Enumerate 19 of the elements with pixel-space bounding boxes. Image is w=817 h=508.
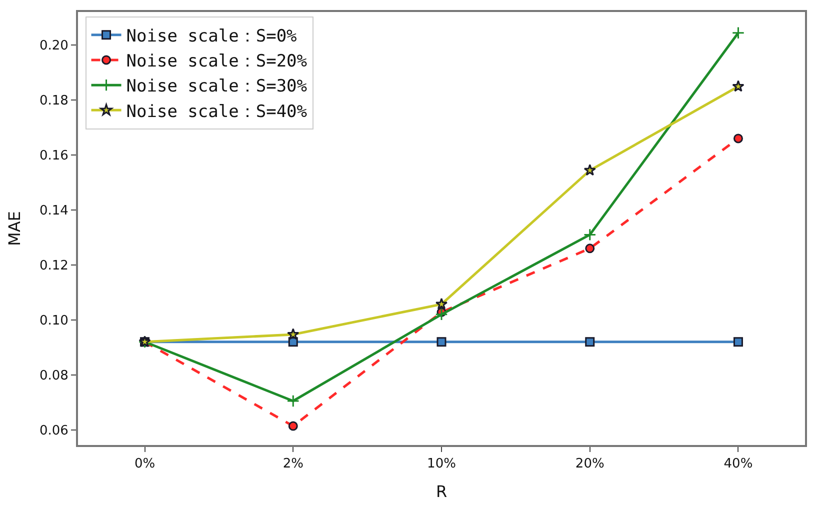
legend-label: Noise scale：S=20%: [126, 52, 308, 72]
x-tick-label: 20%: [575, 456, 604, 472]
x-tick-label: 2%: [282, 456, 304, 472]
y-tick-label: 0.12: [39, 258, 68, 274]
legend-label: Noise scale：S=30%: [126, 76, 308, 97]
x-axis-title: R: [436, 482, 448, 501]
y-tick-label: 0.14: [39, 203, 68, 218]
y-tick-label: 0.16: [39, 148, 68, 164]
y-tick-label: 0.18: [39, 94, 68, 109]
y-tick-label: 0.08: [39, 368, 68, 384]
x-tick-label: 40%: [724, 456, 753, 472]
legend-label: Noise scale：S=0%: [126, 26, 297, 47]
x-tick-label: 10%: [427, 456, 456, 472]
y-tick-label: 0.06: [39, 423, 68, 438]
legend-label: Noise scale：S=40%: [126, 102, 308, 122]
y-tick-label: 0.10: [39, 313, 68, 328]
y-tick-label: 0.20: [39, 38, 68, 54]
x-tick-label: 0%: [134, 456, 156, 472]
y-axis-title: MAE: [4, 211, 24, 246]
